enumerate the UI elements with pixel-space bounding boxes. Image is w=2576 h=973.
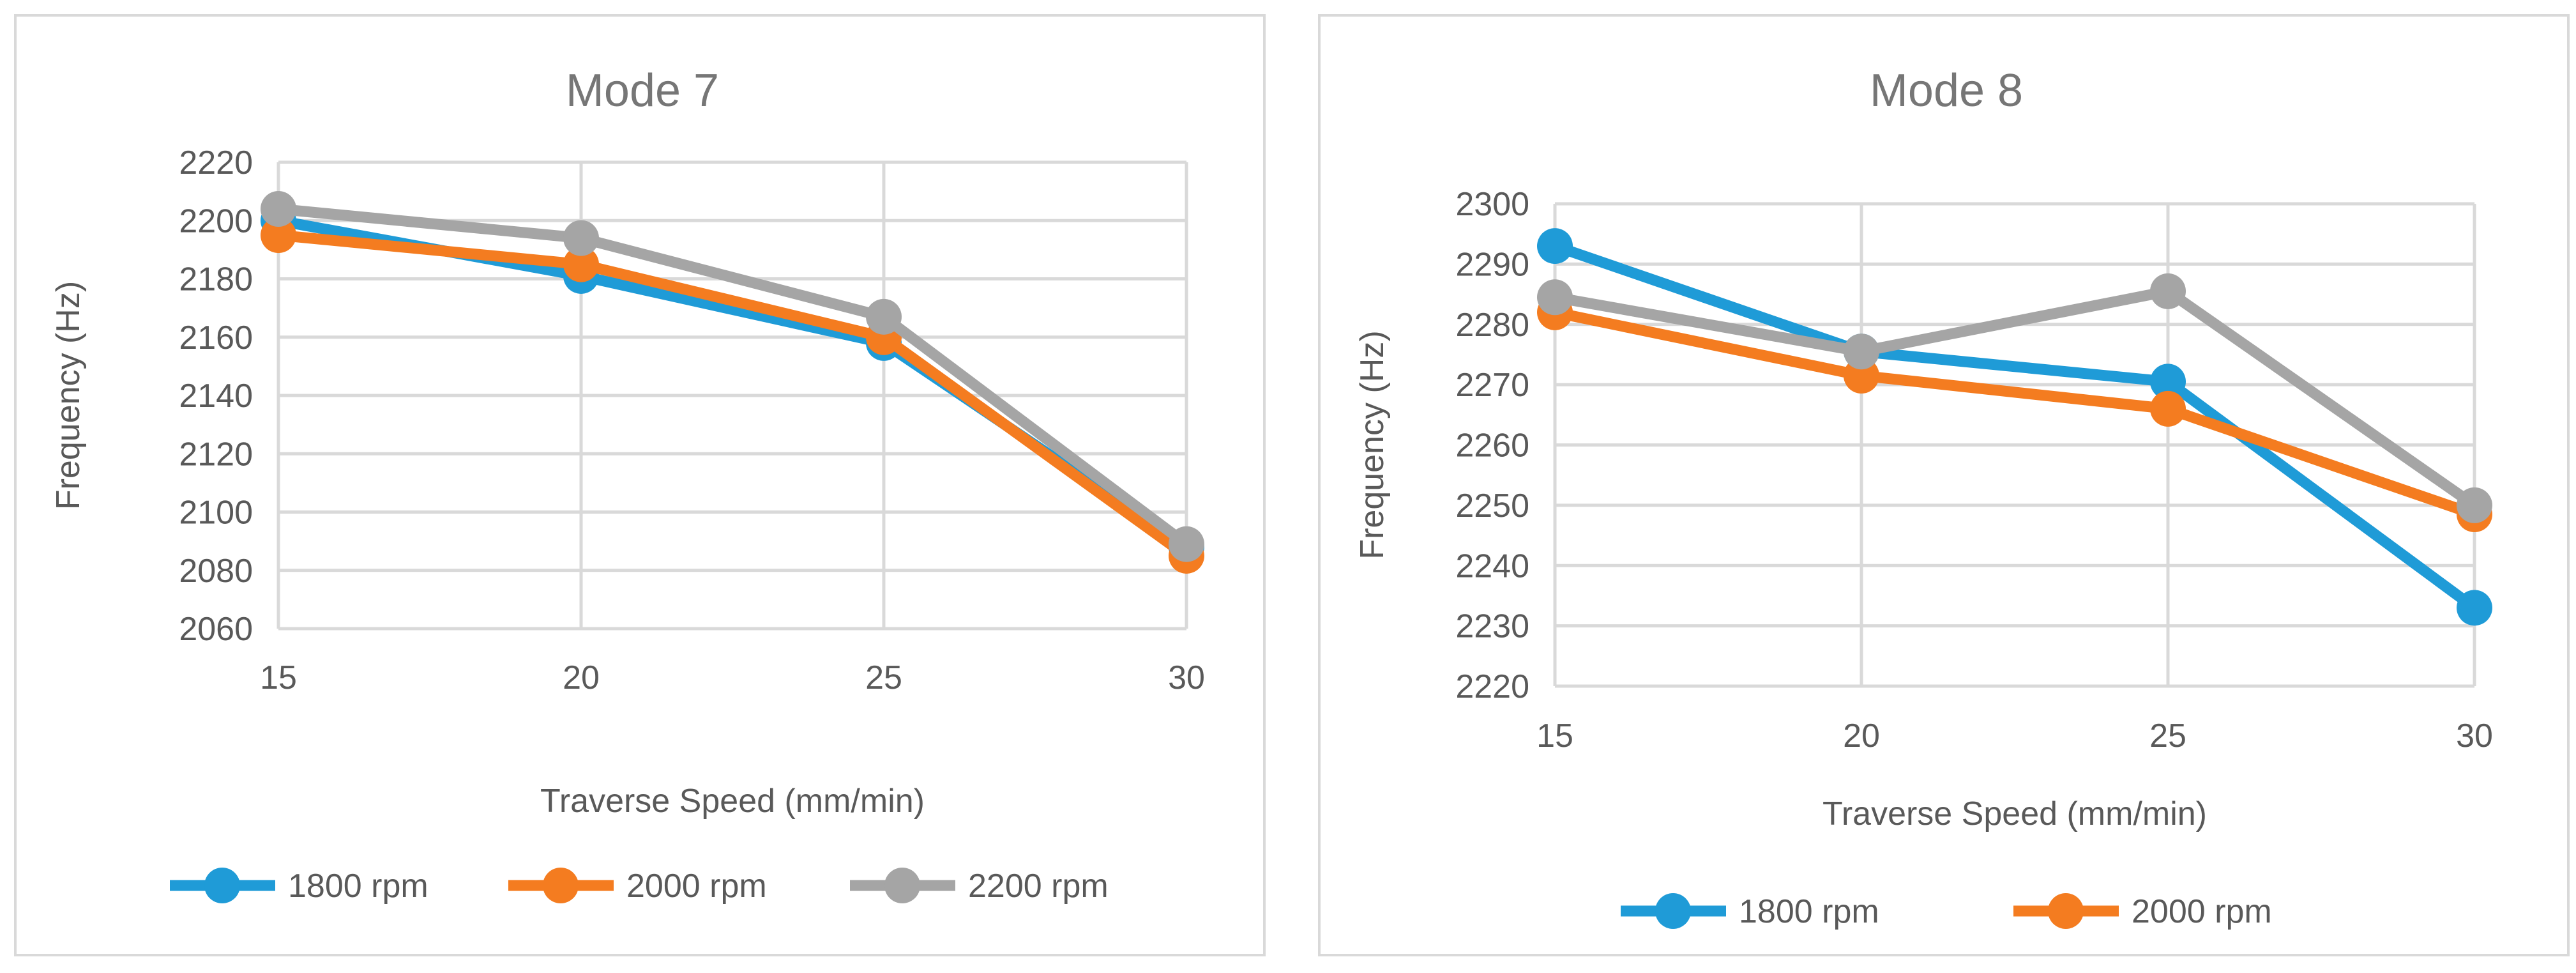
mode-8-chart: Mode 8 2220 2230 2240 2250 2260 2270 2280 2290 23… (1354, 65, 2493, 930)
x-tick-label: 25 (2149, 717, 2186, 755)
legend-swatch-marker (2048, 893, 2084, 929)
y-tick-label: 2220 (179, 144, 253, 181)
mode-7-chart: Mode 7 2060 2080 2100 2120 2140 2160 2180 2200 22… (50, 65, 1205, 905)
y-tick-label: 2280 (1455, 307, 1529, 344)
legend-label: 2000 rpm (2132, 893, 2272, 930)
y-tick-label: 2100 (179, 494, 253, 532)
y-tick-label: 2300 (1455, 186, 1529, 223)
legend-item: 2200 rpm (850, 868, 1109, 905)
data-point-2200-rpm (2457, 487, 2492, 523)
y-tick-label: 2060 (179, 611, 253, 648)
legend-label: 1800 rpm (288, 868, 428, 905)
y-tick-label: 2160 (179, 319, 253, 356)
series-line-2200-rpm (1549, 286, 2480, 511)
legend-item: 1800 rpm (1621, 893, 1879, 930)
y-tick-label: 2260 (1455, 427, 1529, 464)
x-tick-label: 20 (563, 659, 600, 696)
chart-title: Mode 8 (1870, 65, 2023, 116)
y-tick-label: 2180 (179, 261, 253, 298)
data-point-2200-rpm (1169, 526, 1204, 562)
data-point-2200-rpm (866, 298, 902, 335)
data-point-2200-rpm (1537, 279, 1573, 316)
mode-8-chart-panel: Mode 8 2220 2230 2240 2250 2260 2270 2280 2290 23… (1318, 14, 2570, 956)
y-axis-label: Frequency (Hz) (1354, 330, 1391, 559)
series-line-1800-rpm (1549, 240, 2480, 613)
y-tick-label: 2220 (1455, 668, 1529, 705)
chart-title: Mode 7 (566, 65, 719, 116)
y-tick-label: 2240 (1455, 548, 1529, 585)
y-tick-label: 2080 (179, 553, 253, 590)
data-point-2200-rpm (261, 191, 296, 227)
data-point-1800-rpm (2457, 590, 2492, 626)
series-line-2000-rpm (273, 229, 1192, 562)
y-tick-label: 2230 (1455, 608, 1529, 645)
x-tick-label: 25 (865, 659, 902, 696)
x-axis-label: Traverse Speed (mm/min) (540, 783, 925, 820)
x-tick-label: 30 (2456, 717, 2493, 755)
legend-item: 1800 rpm (170, 868, 428, 905)
y-tick-label: 2250 (1455, 487, 1529, 525)
legend-item: 2000 rpm (2013, 893, 2272, 930)
series-line-2200-rpm (273, 203, 1192, 550)
data-point-2200-rpm (563, 220, 599, 256)
x-tick-label: 20 (1843, 717, 1880, 755)
x-tick-label: 15 (260, 659, 297, 696)
data-point-1800-rpm (2150, 364, 2186, 400)
y-tick-label: 2140 (179, 378, 253, 415)
y-tick-label: 2290 (1455, 246, 1529, 283)
mode-7-chart-panel: Mode 7 2060 2080 2100 2120 2140 2160 2180 2200 22… (14, 14, 1266, 956)
data-point-2000-rpm (563, 246, 599, 282)
x-axis-label: Traverse Speed (mm/min) (1822, 795, 2207, 832)
legend-swatch-marker (884, 868, 920, 903)
legend-label: 2200 rpm (968, 868, 1109, 905)
series-line-1800-rpm (273, 215, 1192, 553)
x-tick-label: 30 (1168, 659, 1205, 696)
data-point-2000-rpm (2150, 390, 2186, 427)
legend-swatch-marker (1655, 893, 1691, 929)
legend-label: 1800 rpm (1739, 893, 1879, 930)
data-point-2200-rpm (1844, 333, 1879, 370)
legend-label: 2000 rpm (626, 868, 767, 905)
legend-swatch-marker (543, 868, 579, 903)
legend-item: 2000 rpm (508, 868, 767, 905)
data-point-1800-rpm (1537, 228, 1573, 264)
y-axis-label: Frequency (Hz) (50, 281, 87, 510)
y-tick-label: 2200 (179, 203, 253, 240)
y-tick-label: 2270 (1455, 367, 1529, 404)
y-tick-label: 2120 (179, 436, 253, 473)
data-point-2000-rpm (261, 217, 296, 254)
x-tick-label: 15 (1536, 717, 1573, 755)
data-point-2200-rpm (2150, 273, 2186, 309)
series-line-2000-rpm (1549, 307, 2480, 520)
legend-swatch-marker (204, 868, 240, 903)
